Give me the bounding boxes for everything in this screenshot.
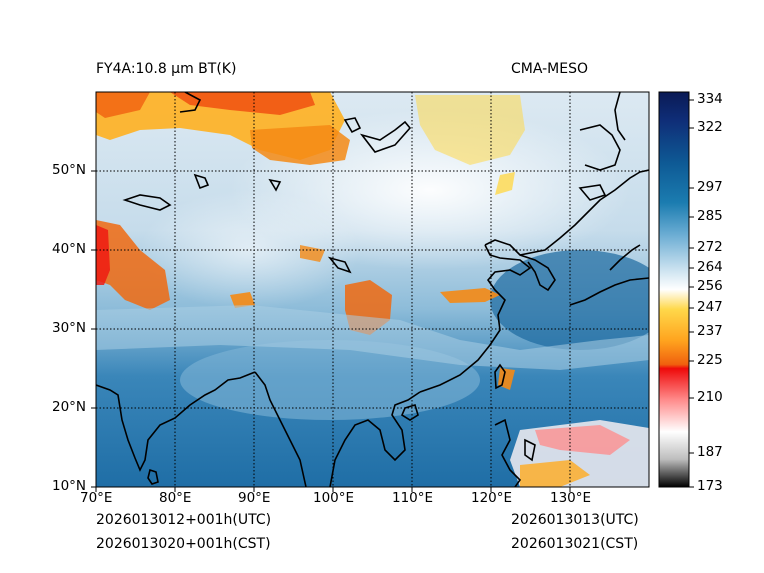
init-time-utc: 2026013012+001h(UTC) — [96, 512, 272, 528]
brightness-temperature-field — [96, 92, 649, 487]
colorbar-label: 297 — [697, 179, 723, 195]
colorbar-label: 256 — [697, 278, 723, 294]
lat-label: 50°N — [52, 162, 87, 178]
lon-label: 100°E — [313, 490, 355, 506]
colorbar-label: 173 — [697, 478, 723, 494]
colorbar-label: 187 — [697, 444, 723, 460]
colorbar-ticks — [689, 99, 694, 488]
valid-time-utc: 2026013013(UTC) — [511, 512, 639, 528]
product-title: FY4A:10.8 µm BT(K) — [96, 61, 237, 77]
colorbar-label: 322 — [697, 119, 723, 135]
colorbar-label: 272 — [697, 239, 723, 255]
lon-label: 80°E — [159, 490, 192, 506]
valid-time-cst: 2026013021(CST) — [511, 536, 639, 552]
colorbar-label: 285 — [697, 208, 723, 224]
map-frame — [95, 91, 650, 488]
lon-label: 70°E — [80, 490, 113, 506]
graticule — [96, 92, 649, 487]
colorbar-label: 247 — [697, 299, 723, 315]
colorbar — [658, 91, 690, 488]
lat-label: 40°N — [52, 241, 87, 257]
lat-label: 30°N — [52, 320, 87, 336]
lon-label: 130°E — [550, 490, 592, 506]
lat-label: 10°N — [52, 478, 87, 494]
lat-label: 20°N — [52, 399, 87, 415]
colorbar-label: 334 — [697, 91, 723, 107]
colorbar-label: 237 — [697, 323, 723, 339]
lon-label: 120°E — [471, 490, 513, 506]
colorbar-label: 225 — [697, 352, 723, 368]
init-time-cst: 2026013020+001h(CST) — [96, 536, 271, 552]
model-title: CMA-MESO — [511, 61, 589, 77]
axis-ticks — [91, 170, 571, 492]
lon-label: 90°E — [238, 490, 271, 506]
lon-label: 110°E — [392, 490, 434, 506]
colorbar-label: 210 — [697, 389, 723, 405]
colorbar-label: 264 — [697, 259, 723, 275]
